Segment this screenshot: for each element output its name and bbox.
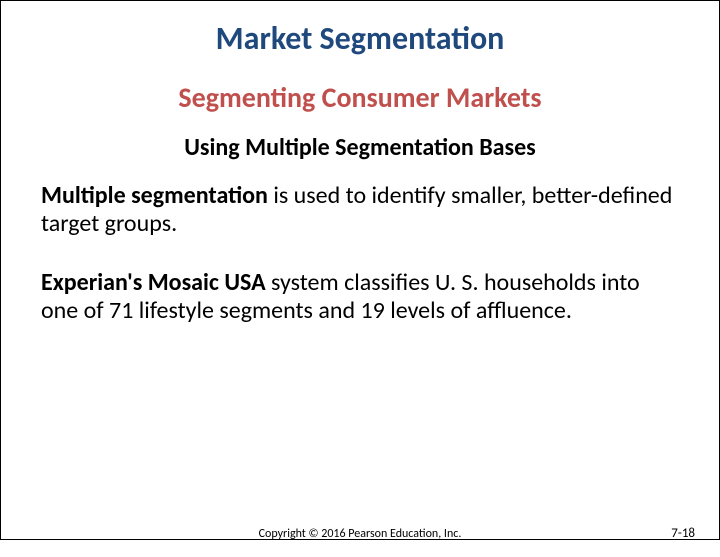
body-paragraph-1-bold: Multiple segmentation [41, 181, 268, 210]
body-paragraph-2: Experian's Mosaic USA system classifies … [41, 269, 679, 324]
body-paragraph-1: Multiple segmentation is used to identif… [41, 182, 679, 237]
slide: Market Segmentation Segmenting Consumer … [1, 19, 719, 557]
slide-heading: Using Multiple Segmentation Bases [1, 133, 719, 162]
body-paragraph-2-bold: Experian's Mosaic USA [41, 268, 266, 297]
copyright-text: Copyright © 2016 Pearson Education, Inc. [1, 527, 719, 541]
slide-title: Market Segmentation [1, 19, 719, 58]
page-number: 7-18 [671, 526, 695, 541]
slide-subtitle: Segmenting Consumer Markets [1, 80, 719, 115]
